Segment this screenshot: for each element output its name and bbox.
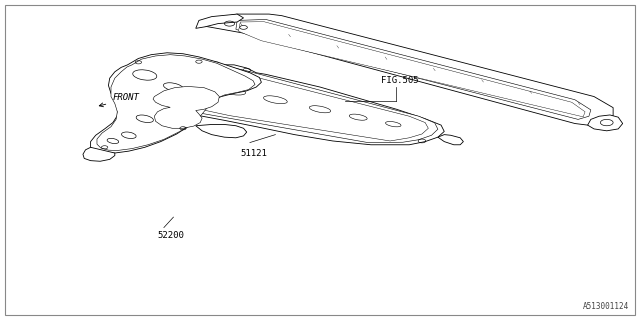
Polygon shape	[182, 71, 428, 141]
Polygon shape	[91, 53, 261, 153]
Polygon shape	[239, 22, 585, 117]
Ellipse shape	[122, 132, 136, 139]
Polygon shape	[97, 55, 255, 150]
Ellipse shape	[264, 96, 287, 104]
Ellipse shape	[163, 83, 184, 91]
Polygon shape	[196, 124, 246, 138]
Ellipse shape	[349, 114, 367, 120]
Polygon shape	[83, 147, 115, 161]
Polygon shape	[166, 62, 221, 84]
Text: A513001124: A513001124	[583, 302, 629, 311]
Ellipse shape	[216, 85, 246, 95]
Ellipse shape	[107, 138, 118, 144]
Text: 51121: 51121	[241, 149, 268, 158]
Polygon shape	[161, 65, 444, 145]
Ellipse shape	[132, 70, 157, 80]
Polygon shape	[588, 115, 623, 131]
Polygon shape	[166, 68, 438, 142]
Text: FIG.505: FIG.505	[381, 76, 418, 85]
Polygon shape	[199, 14, 613, 125]
Polygon shape	[196, 14, 244, 28]
Ellipse shape	[309, 106, 331, 113]
Polygon shape	[438, 135, 463, 145]
Text: 52200: 52200	[157, 231, 184, 240]
Ellipse shape	[385, 122, 401, 127]
Ellipse shape	[136, 115, 154, 123]
Polygon shape	[236, 20, 591, 119]
Polygon shape	[153, 86, 220, 128]
Text: FRONT: FRONT	[113, 93, 140, 102]
